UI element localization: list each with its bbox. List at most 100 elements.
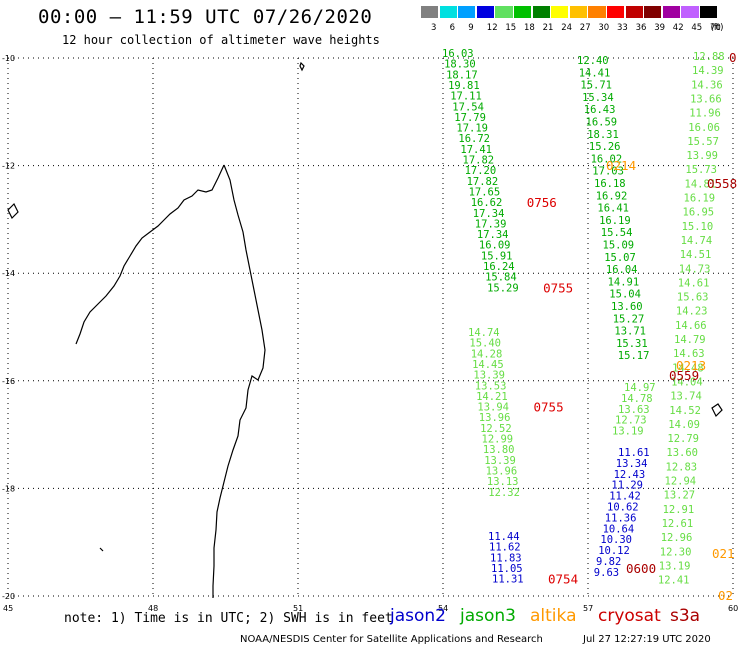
lat-tick-label: -10 xyxy=(2,54,15,63)
wave-height-value: 15.10 xyxy=(682,221,714,233)
wave-height-value: 14.79 xyxy=(674,334,706,346)
wave-height-value: 15.54 xyxy=(601,227,633,239)
wave-height-value: 11.05 xyxy=(491,563,523,575)
legend-swatch-24 xyxy=(551,6,569,18)
altimeter-track-a2: 14.7415.4014.2814.4513.3913.5314.2113.94… xyxy=(468,327,564,499)
wave-height-value: 13.80 xyxy=(483,444,515,456)
wave-height-value: 12.79 xyxy=(667,433,699,445)
lat-tick-label: -12 xyxy=(2,162,15,171)
wave-height-value: 9.82 xyxy=(596,556,621,568)
legend-label-21: 21 xyxy=(542,23,554,33)
wave-height-value: 13.60 xyxy=(611,301,643,313)
legend-label-9: 9 xyxy=(468,23,474,33)
wave-height-value: 13.96 xyxy=(486,466,518,478)
wave-height-value: 12.52 xyxy=(480,423,512,435)
wave-height-value: 11.44 xyxy=(488,531,520,543)
legend-swatch-3 xyxy=(421,6,439,18)
wave-height-value: 17.19 xyxy=(456,123,488,135)
wave-height-value: 15.31 xyxy=(616,338,648,350)
wave-height-value: 17.20 xyxy=(465,165,497,177)
wave-height-value: 13.39 xyxy=(473,370,505,382)
wave-height-value: 15.17 xyxy=(618,350,650,362)
wave-height-value: 17.34 xyxy=(473,208,505,220)
wave-height-value: 13.94 xyxy=(477,402,509,414)
wave-height-value: 13.13 xyxy=(487,476,519,488)
wave-height-value: 18.31 xyxy=(587,129,619,141)
wave-height-value: 11.83 xyxy=(490,552,522,564)
wave-height-value: 16.03 xyxy=(442,48,474,60)
wave-height-value: 15.04 xyxy=(609,289,641,301)
wave-height-value: 15.27 xyxy=(613,313,645,325)
wave-height-value: 12.30 xyxy=(660,546,692,558)
wave-height-value: 12.91 xyxy=(663,504,695,516)
wave-height-value: 12.61 xyxy=(662,518,694,530)
wave-height-value: 16.43 xyxy=(584,104,616,116)
wave-height-value: 12.43 xyxy=(614,469,646,481)
pass-time-label: 021 xyxy=(712,546,735,561)
wave-height-value: 15.40 xyxy=(469,338,501,350)
lon-tick-label: 54 xyxy=(438,604,448,613)
wave-height-value: 13.19 xyxy=(659,560,691,572)
wave-height-value: 14.91 xyxy=(608,276,640,288)
map-grid xyxy=(7,57,734,597)
legend-label-3: 3 xyxy=(431,23,437,33)
wave-height-value: 14.41 xyxy=(579,67,611,79)
wave-height-value: 13.34 xyxy=(616,458,648,470)
legend-swatch-21 xyxy=(532,6,550,18)
wave-height-value: 12.96 xyxy=(661,532,693,544)
wave-height-value: 16.92 xyxy=(596,190,628,202)
wave-height-value: 17.65 xyxy=(469,187,501,199)
legend-label-27: 27 xyxy=(579,23,591,33)
wave-height-value: 14.61 xyxy=(678,277,710,289)
satellite-jason2: jason2 xyxy=(390,606,446,626)
wave-height-value: 16.04 xyxy=(606,264,638,276)
wave-height-value: 15.07 xyxy=(604,252,636,264)
legend-label-45: 45 xyxy=(691,23,703,33)
legend-label-18: 18 xyxy=(524,23,535,33)
wave-height-value: 11.31 xyxy=(492,574,524,586)
wave-height-value: 13.96 xyxy=(479,412,511,424)
legend-label-6: 6 xyxy=(449,23,456,33)
altimeter-track-b3: 11.6113.3412.4311.2911.4210.6211.3610.64… xyxy=(594,447,650,579)
altimeter-track-c: 12.88 14.39 14.36 13.66 11.96 16.06 15.57 13.99… xyxy=(658,51,725,587)
wave-height-value: 16.41 xyxy=(597,203,629,215)
wave-height-value: 14.09 xyxy=(668,419,700,431)
madagascar-coast xyxy=(212,164,266,598)
wave-height-value: 16.02 xyxy=(591,153,623,165)
legend-label-39: 39 xyxy=(654,23,666,33)
coast-north-islet xyxy=(299,61,305,72)
wave-height-value: 17.82 xyxy=(467,176,499,188)
wave-height-value: 15.57 xyxy=(687,136,719,148)
wave-height-value: 18.17 xyxy=(446,69,478,81)
wave-height-value: 15.91 xyxy=(481,250,513,262)
wave-height-value: 17.03 xyxy=(592,166,624,178)
wave-height-value: 13.39 xyxy=(484,455,516,467)
legend-label-15: 15 xyxy=(505,23,517,33)
pass-time-label: 0 xyxy=(729,50,737,65)
legend-swatch-42 xyxy=(662,6,681,18)
wave-height-value: 12.83 xyxy=(666,461,698,473)
wave-height-value: 14.52 xyxy=(669,405,701,417)
wave-height-value: 13.53 xyxy=(475,380,507,392)
satellite-s3a: s3a xyxy=(670,606,701,626)
note-text: note: 1) Time is in UTC; 2) SWH is in fe… xyxy=(64,611,393,626)
wave-height-value: 16.18 xyxy=(594,178,626,190)
coast-east-island xyxy=(711,403,723,418)
wave-height-value: 11.96 xyxy=(689,108,721,120)
wave-height-value: 14.51 xyxy=(680,249,712,261)
legend-label-12: 12 xyxy=(486,23,498,33)
wave-height-value: 11.29 xyxy=(611,480,643,492)
wave-height-value: 14.63 xyxy=(673,348,705,360)
wave-height-value: 16.09 xyxy=(479,240,511,252)
wave-height-value: 10.62 xyxy=(607,502,639,514)
lon-tick-label: 48 xyxy=(148,604,158,613)
wave-height-value: 15.26 xyxy=(589,141,621,153)
wave-height-value: 17.34 xyxy=(477,229,509,241)
wave-height-value: 17.82 xyxy=(463,155,495,167)
wave-height-value: 15.73 xyxy=(685,164,717,176)
lon-tick-label: 45 xyxy=(3,604,13,613)
satellite-cryosat: cryosat xyxy=(598,606,661,626)
wave-height-value: 17.11 xyxy=(450,91,482,103)
